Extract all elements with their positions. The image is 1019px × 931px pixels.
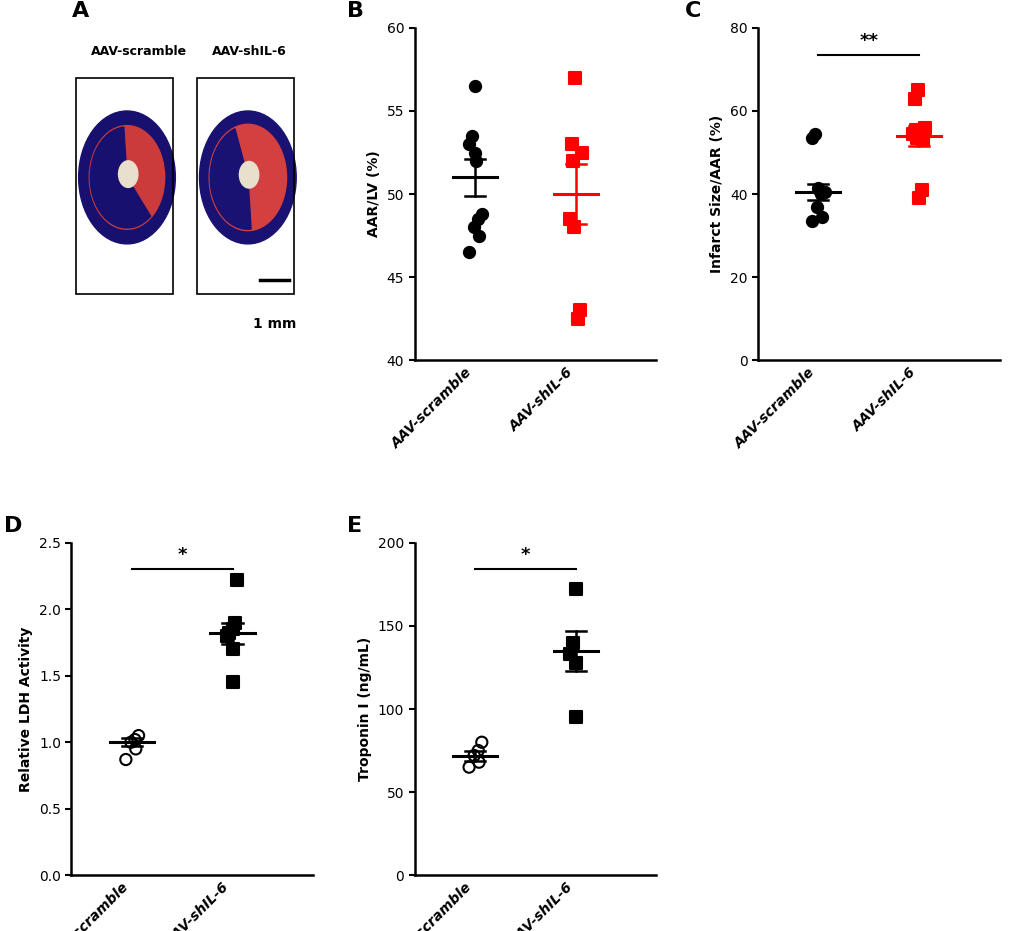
Point [565, 154, 581, 169]
Point [912, 182, 928, 197]
Point [561, 647, 578, 662]
Text: AAV-scramble: AAV-scramble [91, 45, 186, 58]
Point [906, 91, 922, 106]
Point [466, 749, 482, 763]
Point [564, 137, 580, 152]
Point [466, 220, 482, 235]
Point [226, 615, 243, 630]
Point [914, 132, 930, 147]
Text: E: E [346, 517, 362, 536]
Point [806, 127, 822, 142]
Point [566, 220, 582, 235]
Point [473, 735, 489, 749]
Circle shape [200, 111, 296, 244]
Point [560, 211, 577, 226]
Point [904, 127, 920, 142]
Point [470, 211, 486, 226]
Text: B: B [346, 1, 364, 21]
Point [803, 130, 819, 145]
Point [573, 145, 589, 160]
Point [570, 311, 586, 326]
Point [816, 184, 833, 199]
Point [810, 182, 826, 197]
Point [117, 752, 133, 767]
Text: C: C [685, 1, 701, 21]
Point [126, 732, 143, 747]
Point [473, 207, 489, 222]
Text: **: ** [858, 32, 877, 49]
Point [908, 130, 924, 145]
Point [461, 245, 477, 260]
Text: D: D [4, 517, 22, 536]
Wedge shape [90, 128, 151, 228]
Point [812, 186, 828, 201]
Point [470, 743, 486, 758]
Text: *: * [520, 546, 530, 564]
Point [471, 228, 487, 243]
Y-axis label: Relative LDH Activity: Relative LDH Activity [19, 627, 34, 791]
Bar [197, 78, 293, 293]
Bar [76, 78, 173, 293]
Point [916, 120, 932, 135]
Point [225, 675, 242, 690]
Point [572, 303, 588, 317]
Circle shape [118, 161, 138, 187]
Text: AAV-shIL-6: AAV-shIL-6 [211, 45, 286, 58]
Point [221, 626, 237, 641]
Point [803, 213, 819, 228]
Point [467, 145, 483, 160]
Point [224, 622, 240, 637]
Text: *: * [177, 546, 186, 564]
Circle shape [239, 161, 259, 188]
Y-axis label: Infarct Size/AAR (%): Infarct Size/AAR (%) [709, 115, 723, 273]
Point [122, 735, 139, 749]
Circle shape [78, 111, 175, 244]
Point [467, 154, 483, 169]
Point [809, 181, 825, 196]
Wedge shape [210, 128, 251, 229]
Point [461, 760, 477, 775]
Point [471, 755, 487, 770]
Point [228, 573, 245, 587]
Text: A: A [71, 1, 89, 21]
Point [907, 122, 923, 137]
Circle shape [90, 126, 164, 229]
Point [567, 582, 583, 597]
Point [808, 199, 824, 214]
Point [218, 628, 234, 643]
Point [568, 655, 584, 670]
Point [130, 728, 147, 743]
Y-axis label: AAR/LV (%): AAR/LV (%) [367, 151, 381, 237]
Point [461, 137, 477, 152]
Y-axis label: Troponin I (ng/mL): Troponin I (ng/mL) [358, 637, 372, 781]
Point [909, 83, 925, 98]
Circle shape [209, 124, 286, 231]
Point [910, 191, 926, 206]
Point [813, 209, 829, 224]
Point [127, 741, 144, 756]
Point [568, 709, 584, 724]
Text: 1 mm: 1 mm [253, 317, 296, 331]
Point [567, 71, 583, 86]
Point [224, 641, 240, 656]
Point [564, 635, 580, 650]
Point [464, 128, 480, 143]
Point [467, 78, 483, 93]
